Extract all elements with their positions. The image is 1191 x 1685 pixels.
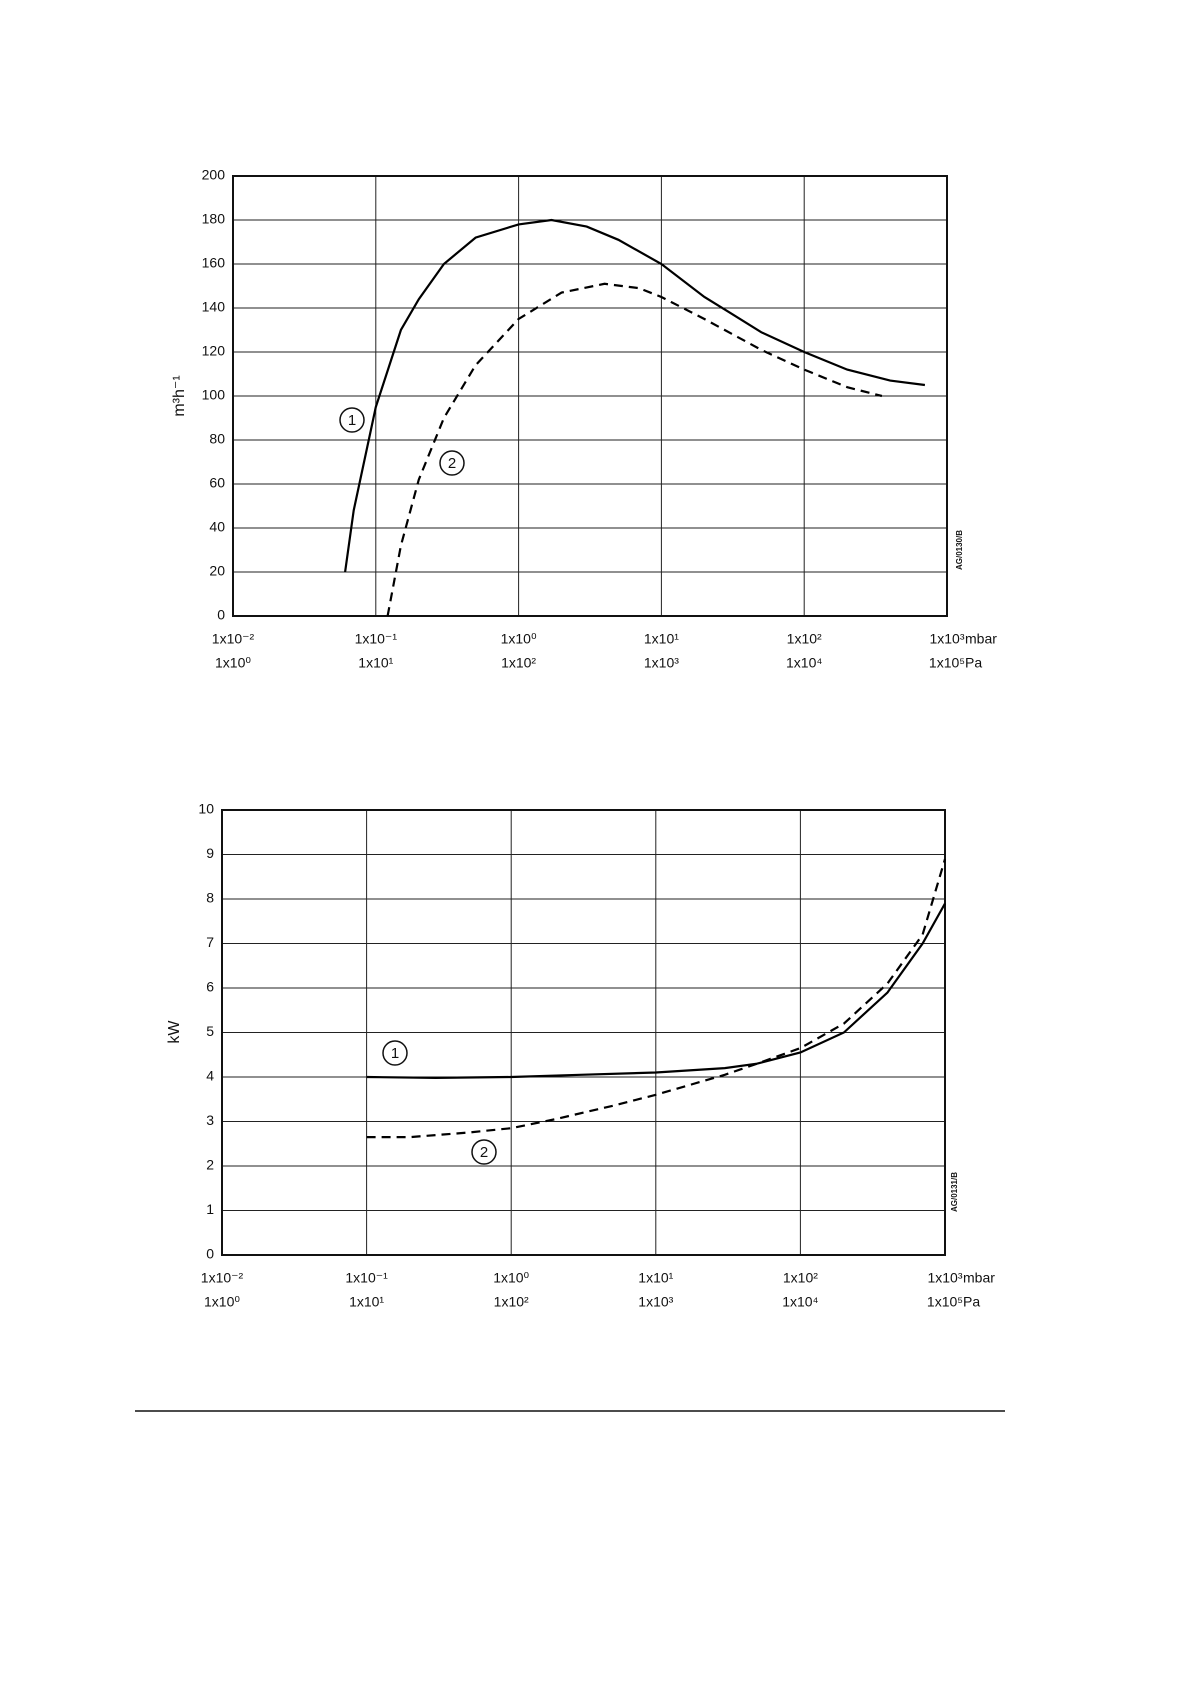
x-tick-label: 1x10⁻² xyxy=(201,1270,244,1286)
series-line xyxy=(366,858,947,1139)
y-tick-label: 6 xyxy=(206,979,214,995)
y-tick-label: 180 xyxy=(202,211,226,227)
x2-tick-label: 1x10⁰ xyxy=(204,1294,240,1310)
y-tick-label: 4 xyxy=(206,1068,214,1084)
x2-tick-label: 1x10¹ xyxy=(358,655,393,671)
series-label: 2 xyxy=(448,455,456,472)
y-tick-label: 2 xyxy=(206,1157,214,1173)
series-label: 1 xyxy=(391,1045,399,1062)
x2-tick-label: 1x10⁵ xyxy=(927,1294,963,1310)
y-tick-label: 1 xyxy=(206,1201,214,1217)
x2-tick-label: 1x10³ xyxy=(644,655,679,671)
x-tick-label: 1x10⁻² xyxy=(212,631,255,647)
x-tick-label: 1x10⁰ xyxy=(501,631,537,647)
series-line xyxy=(344,218,926,573)
y-axis-label: m³h⁻¹ xyxy=(171,375,188,416)
series-line xyxy=(366,902,946,1080)
x-tick-label: 1x10⁻¹ xyxy=(345,1270,388,1286)
y-tick-label: 160 xyxy=(202,255,226,271)
y-tick-label: 140 xyxy=(202,299,226,315)
x2-unit: Pa xyxy=(963,1294,980,1310)
y-tick-label: 20 xyxy=(209,563,225,579)
y-tick-label: 3 xyxy=(206,1112,214,1128)
y-tick-label: 9 xyxy=(206,845,214,861)
x-unit: mbar xyxy=(965,631,997,647)
y-tick-label: 5 xyxy=(206,1023,214,1039)
x2-tick-label: 1x10³ xyxy=(638,1294,673,1310)
series-label: 2 xyxy=(480,1144,488,1161)
x2-unit: Pa xyxy=(965,655,982,671)
y-tick-label: 80 xyxy=(209,431,225,447)
y-tick-label: 60 xyxy=(209,475,225,491)
x-tick-label: 1x10⁰ xyxy=(493,1270,529,1286)
series-label: 1 xyxy=(348,412,356,429)
x2-tick-label: 1x10⁰ xyxy=(215,655,251,671)
x-tick-label: 1x10² xyxy=(783,1270,818,1286)
x2-tick-label: 1x10² xyxy=(501,655,536,671)
y-axis-label: kW xyxy=(166,1020,183,1044)
y-tick-label: 10 xyxy=(198,801,214,817)
x-tick-label: 1x10³ xyxy=(929,631,964,647)
y-tick-label: 40 xyxy=(209,519,225,535)
series-line xyxy=(386,282,883,617)
x2-tick-label: 1x10² xyxy=(494,1294,529,1310)
x2-tick-label: 1x10¹ xyxy=(349,1294,384,1310)
x-tick-label: 1x10⁻¹ xyxy=(355,631,398,647)
series-label-circle xyxy=(382,1040,408,1066)
y-tick-label: 0 xyxy=(206,1246,214,1262)
x-tick-label: 1x10¹ xyxy=(638,1270,673,1286)
x2-tick-label: 1x10⁵ xyxy=(929,655,965,671)
plot-frame xyxy=(232,175,948,617)
series-label-circle xyxy=(471,1139,497,1165)
series-label-circle xyxy=(339,407,365,433)
x-tick-label: 1x10² xyxy=(787,631,822,647)
x-unit: mbar xyxy=(963,1270,995,1286)
x-tick-label: 1x10¹ xyxy=(644,631,679,647)
y-tick-label: 0 xyxy=(217,607,225,623)
series-label-circle xyxy=(439,450,465,476)
y-tick-label: 8 xyxy=(206,890,214,906)
y-tick-label: 200 xyxy=(202,167,226,183)
x2-tick-label: 1x10⁴ xyxy=(782,1294,818,1310)
y-tick-label: 100 xyxy=(202,387,226,403)
y-tick-label: 120 xyxy=(202,343,226,359)
plot-frame xyxy=(221,809,946,1256)
x2-tick-label: 1x10⁴ xyxy=(786,655,822,671)
figure-code: AG/0131/B xyxy=(950,1172,959,1212)
y-tick-label: 7 xyxy=(206,934,214,950)
x-tick-label: 1x10³ xyxy=(927,1270,962,1286)
figure-code: AG/0130/B xyxy=(955,530,964,570)
